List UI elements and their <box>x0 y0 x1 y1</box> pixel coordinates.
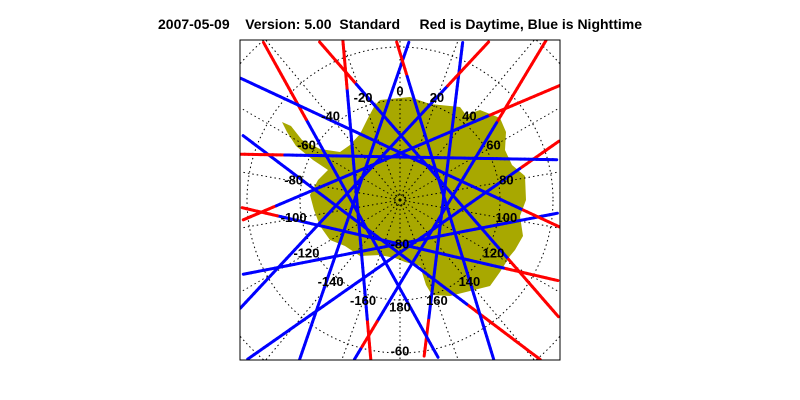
longitude-label: 180 <box>389 299 411 314</box>
meridian-line <box>341 199 401 360</box>
longitude-label: -20 <box>354 90 373 105</box>
latitude-label: -60 <box>391 343 410 358</box>
latitude-circle <box>393 193 407 207</box>
night-track-segment <box>352 354 359 360</box>
latitude-circle <box>299 99 501 301</box>
plot-title: 2007-05-09 Version: 5.00 Standard Red is… <box>0 16 800 32</box>
day-track-segment <box>484 40 491 47</box>
longitude-label: -80 <box>284 173 303 188</box>
night-track-segment <box>246 355 253 360</box>
longitude-label: 60 <box>486 137 500 152</box>
meridian-line <box>399 107 560 201</box>
longitude-label: -140 <box>318 274 344 289</box>
night-track-segment <box>241 134 248 140</box>
longitude-label: 20 <box>430 90 444 105</box>
meridian-line <box>399 199 459 360</box>
day-track-segment <box>554 223 560 229</box>
night-track-segment <box>241 272 249 276</box>
meridian-line <box>399 199 560 229</box>
day-track-segment <box>554 83 560 89</box>
meridian-line <box>240 199 401 293</box>
longitude-label: 160 <box>426 293 448 308</box>
title-version: Version: 5.00 <box>245 16 332 32</box>
longitude-label: -100 <box>281 210 307 225</box>
night-track-segment <box>406 40 411 48</box>
meridian-line <box>399 199 535 360</box>
meridian-line <box>399 171 560 201</box>
latitude-circle <box>246 46 554 354</box>
longitude-label: 80 <box>499 173 513 188</box>
longitude-label: 120 <box>483 245 505 260</box>
longitude-label: -120 <box>293 245 319 260</box>
night-track-segment <box>491 354 496 360</box>
antarctica-landmass <box>282 97 526 296</box>
longitude-label: -60 <box>297 137 316 152</box>
day-track-segment <box>261 40 267 48</box>
longitude-label: -160 <box>350 293 376 308</box>
meridian-line <box>265 199 401 360</box>
satellite-tracks <box>240 40 560 360</box>
longitude-label: -40 <box>321 109 340 124</box>
longitude-label: 0 <box>396 83 403 98</box>
meridian-line <box>399 199 560 293</box>
meridian-line <box>399 40 459 201</box>
longitude-label: 100 <box>496 210 518 225</box>
title-legend: Red is Daytime, Blue is Nighttime <box>419 16 643 32</box>
meridian-line <box>240 199 401 229</box>
meridian-line <box>399 40 535 201</box>
longitude-label: 140 <box>459 274 481 289</box>
title-date: 2007-05-09 <box>158 16 230 32</box>
map-frame <box>239 39 561 361</box>
day-track-segment <box>554 312 560 319</box>
latitude-label: -80 <box>391 236 410 251</box>
day-track-segment <box>240 206 248 211</box>
title-mode: Standard <box>339 16 401 32</box>
meridian-line <box>240 107 401 201</box>
meridian-line <box>341 40 401 201</box>
longitude-label: 40 <box>462 109 476 124</box>
